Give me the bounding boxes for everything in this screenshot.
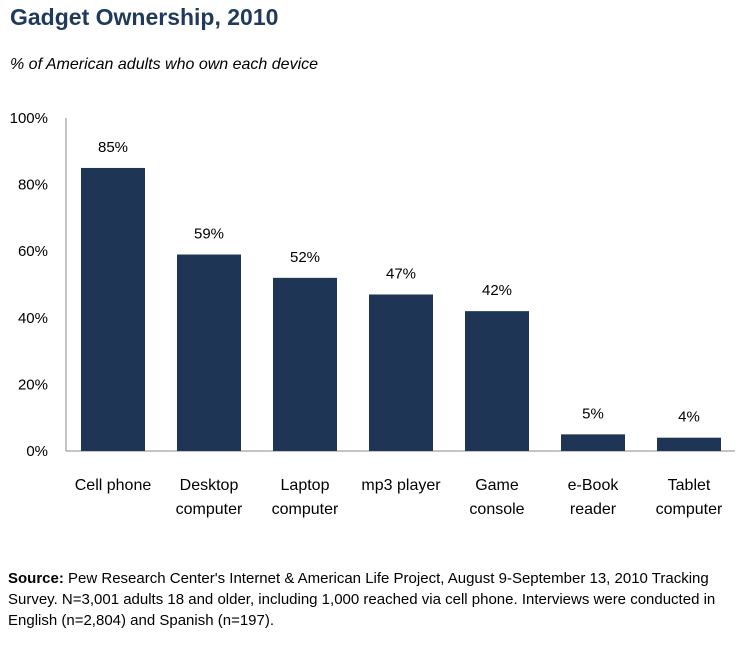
data-label: 4% — [678, 409, 700, 426]
x-tick-label: computer — [272, 501, 339, 518]
y-tick-label: 80% — [18, 177, 48, 194]
data-label: 85% — [98, 139, 128, 156]
y-tick-label: 100% — [10, 110, 48, 127]
x-tick-label: computer — [656, 501, 723, 518]
bar — [81, 167, 145, 451]
chart-subtitle: % of American adults who own each device — [10, 56, 319, 73]
x-tick-label: Desktop — [180, 477, 239, 494]
y-tick-label: 0% — [26, 443, 48, 460]
source-note: Source: Pew Research Center's Internet &… — [8, 568, 743, 631]
data-label: 5% — [582, 405, 604, 422]
source-text: Pew Research Center's Internet & America… — [8, 570, 716, 629]
bar — [177, 254, 241, 451]
x-tick-label: Tablet — [668, 477, 711, 494]
x-tick-label: computer — [176, 501, 243, 518]
chart-title: Gadget Ownership, 2010 — [10, 4, 279, 30]
x-tick-label: Laptop — [281, 477, 330, 494]
data-label: 59% — [194, 226, 224, 243]
data-label: 47% — [386, 265, 416, 282]
x-tick-label: console — [469, 501, 524, 518]
x-tick-label: Game — [475, 477, 519, 494]
y-tick-label: 20% — [18, 376, 48, 393]
bar — [561, 434, 625, 451]
bar — [465, 311, 529, 451]
x-tick-label: Cell phone — [75, 477, 152, 494]
y-tick-label: 60% — [18, 243, 48, 260]
y-tick-label: 40% — [18, 310, 48, 327]
x-tick-label: mp3 player — [361, 477, 441, 494]
data-label: 52% — [290, 249, 320, 266]
x-tick-label: e-Book — [568, 477, 620, 494]
bar-chart: 0% 20% 40% 60% 80% 100% 85% Cell phone 59% Deskto… — [10, 110, 735, 518]
x-tick-label: reader — [570, 501, 617, 518]
bar — [273, 277, 337, 451]
bar — [369, 294, 433, 451]
data-label: 42% — [482, 282, 512, 299]
source-label: Source: — [8, 570, 64, 587]
bar — [657, 437, 721, 451]
